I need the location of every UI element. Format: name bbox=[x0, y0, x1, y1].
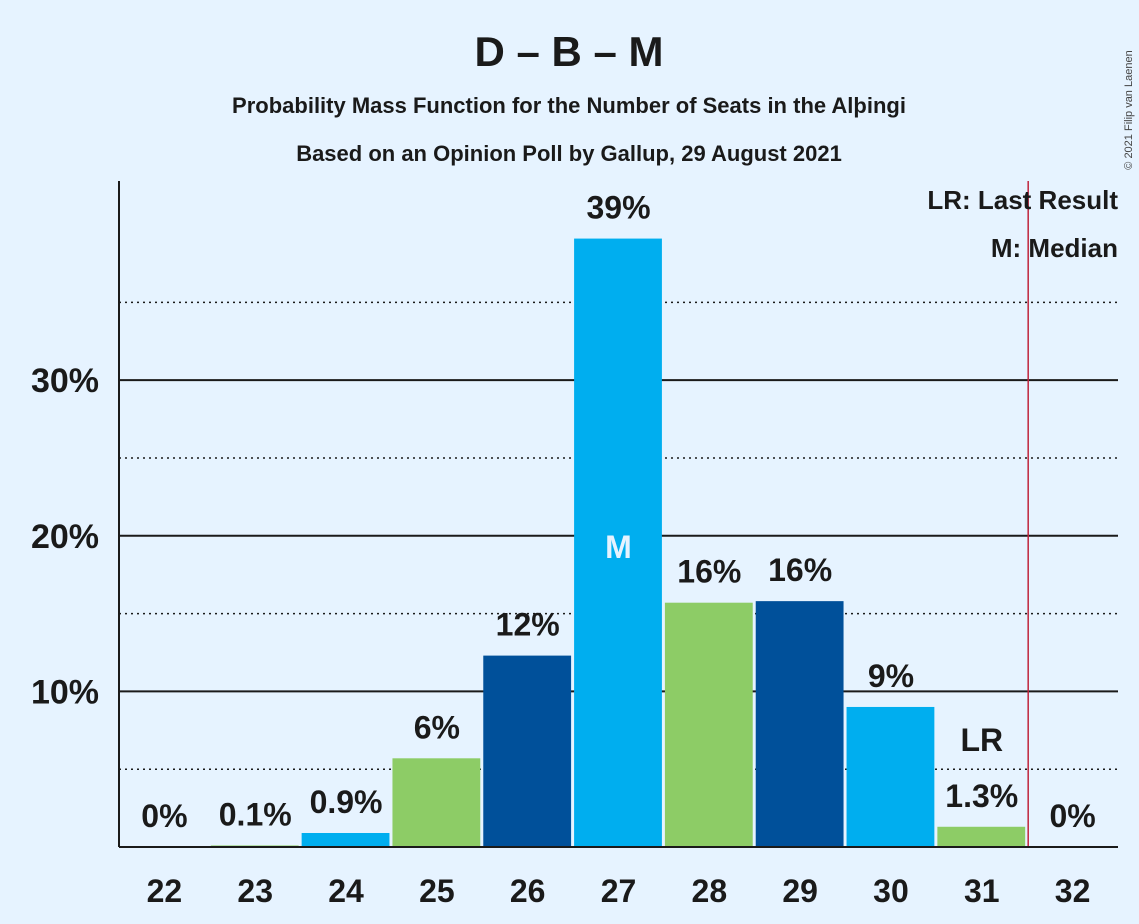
bar-value-label: 16% bbox=[677, 554, 741, 590]
x-tick-label: 30 bbox=[873, 873, 909, 909]
x-tick-label: 32 bbox=[1055, 873, 1091, 909]
chart-subtitle-1: Probability Mass Function for the Number… bbox=[232, 93, 906, 118]
bar-value-label: 1.3% bbox=[945, 778, 1018, 814]
y-tick-label: 20% bbox=[31, 518, 99, 556]
bar-value-label: 16% bbox=[768, 552, 832, 588]
legend-last-result: LR: Last Result bbox=[927, 185, 1118, 215]
legend-median: M: Median bbox=[991, 233, 1118, 263]
bar-seats-25 bbox=[392, 758, 481, 847]
chart-title: D – B – M bbox=[474, 28, 663, 75]
x-tick-label: 31 bbox=[964, 873, 1000, 909]
x-tick-label: 28 bbox=[692, 873, 728, 909]
chart-subtitle-2: Based on an Opinion Poll by Gallup, 29 A… bbox=[296, 141, 842, 166]
bar-value-label: 0.9% bbox=[310, 784, 383, 820]
x-tick-label: 24 bbox=[328, 873, 364, 909]
bar-seats-27 bbox=[574, 238, 662, 847]
bar-seats-26 bbox=[483, 655, 572, 847]
x-tick-label: 23 bbox=[237, 873, 273, 909]
bar-seats-29 bbox=[755, 601, 844, 847]
bar-value-label: 9% bbox=[868, 658, 914, 694]
last-result-marker: LR bbox=[960, 722, 1003, 758]
bar-value-label: 12% bbox=[496, 607, 560, 643]
median-marker: M bbox=[605, 529, 632, 565]
plot-area: 10% 20% 30% 0% 22 0.1% 23 0.9% 24 6% 25 12% 26 39% 27 M… bbox=[31, 181, 1118, 909]
bar-value-label: 0% bbox=[141, 798, 187, 834]
bar-value-label: 0.1% bbox=[219, 796, 292, 832]
bar-seats-24 bbox=[301, 832, 390, 847]
bar-value-label: 0% bbox=[1049, 798, 1095, 834]
x-tick-label: 26 bbox=[510, 873, 546, 909]
y-tick-label: 30% bbox=[31, 362, 99, 400]
x-tick-label: 29 bbox=[782, 873, 818, 909]
bar-value-label: 6% bbox=[414, 709, 460, 745]
bar-seats-28 bbox=[664, 602, 753, 847]
x-tick-label: 22 bbox=[147, 873, 183, 909]
bar-value-label: 39% bbox=[586, 190, 650, 226]
bar-seats-30 bbox=[846, 706, 935, 847]
x-tick-label: 27 bbox=[601, 873, 637, 909]
bar-seats-31 bbox=[937, 826, 1026, 847]
y-tick-label: 10% bbox=[31, 673, 99, 711]
x-tick-label: 25 bbox=[419, 873, 455, 909]
copyright-text: © 2021 Filip van Laenen bbox=[1123, 50, 1135, 169]
